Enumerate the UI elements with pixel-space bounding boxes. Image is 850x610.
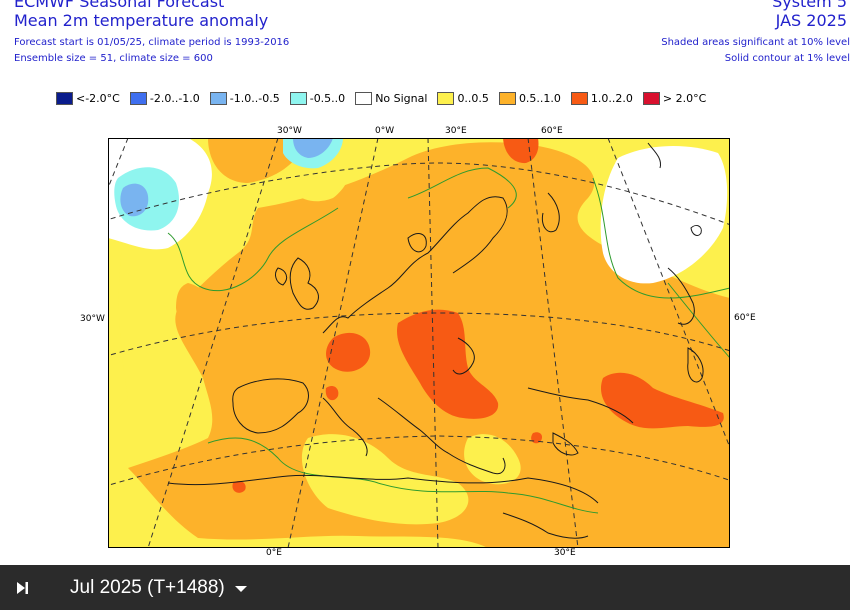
anomaly-map xyxy=(108,138,730,548)
legend-swatch xyxy=(570,92,588,105)
left-label-30w: 30°W xyxy=(80,314,105,324)
step-forward-button[interactable] xyxy=(0,565,44,610)
parameter-title: Mean 2m temperature anomaly xyxy=(14,11,269,30)
legend-item: > 2.0°C xyxy=(642,92,707,105)
anomaly-field-1.0-2.0 xyxy=(503,138,539,164)
playback-bar: Jul 2025 (T+1488) xyxy=(0,565,850,610)
anomaly-field-1.0-2.0 xyxy=(531,432,543,444)
forecast-month-label: Jul 2025 (T+1488) xyxy=(70,576,225,598)
product-title: ECMWF Seasonal Forecast xyxy=(14,0,225,11)
bottom-label-0e: 0°E xyxy=(266,548,282,558)
legend-item: 0..0.5 xyxy=(437,92,489,105)
anomaly-field-1.0-2.0 xyxy=(325,385,339,401)
ensemble-size-info: Ensemble size = 51, climate size = 600 xyxy=(14,53,213,64)
anomaly-field-neg-1.0-0.5 xyxy=(293,138,333,158)
top-label-30w: 30°W xyxy=(277,126,302,136)
anomaly-map-svg xyxy=(108,138,730,548)
system-title: System 5 xyxy=(772,0,847,11)
anomaly-field-1.0-2.0 xyxy=(232,480,246,493)
no-signal-area xyxy=(600,146,728,284)
bottom-label-30e: 30°E xyxy=(554,548,576,558)
anomaly-field-1.0-2.0 xyxy=(326,332,371,372)
color-legend: <-2.0°C -2.0..-1.0 -1.0..-0.5 -0.5..0 No… xyxy=(56,92,706,105)
right-label-60e: 60°E xyxy=(734,313,756,323)
legend-swatch xyxy=(289,92,307,105)
legend-label: -1.0..-0.5 xyxy=(229,92,280,105)
legend-swatch xyxy=(355,92,373,105)
legend-item: 1.0..2.0 xyxy=(570,92,633,105)
legend-label: No Signal xyxy=(375,92,428,105)
anomaly-field-0-0.5 xyxy=(464,434,521,485)
legend-swatch xyxy=(129,92,147,105)
legend-swatch xyxy=(642,92,660,105)
contour-significance-note: Solid contour at 1% level xyxy=(724,53,850,64)
anomaly-field-1.0-2.0 xyxy=(600,372,724,429)
legend-label: 1.0..2.0 xyxy=(590,92,633,105)
graticule xyxy=(108,138,730,548)
legend-item: -2.0..-1.0 xyxy=(129,92,200,105)
legend-item: No Signal xyxy=(355,92,427,105)
map-frame xyxy=(108,138,730,548)
legend-item: -1.0..-0.5 xyxy=(209,92,280,105)
anomaly-field-neg-1.0-0.5 xyxy=(120,183,149,217)
top-label-60e: 60°E xyxy=(541,126,563,136)
legend-label: -2.0..-1.0 xyxy=(149,92,200,105)
shading-significance-note: Shaded areas significant at 10% level xyxy=(661,37,850,48)
forecast-month-dropdown[interactable]: Jul 2025 (T+1488) xyxy=(70,577,247,599)
anomaly-field-0.5-1.0 xyxy=(176,283,212,332)
legend-label: <-2.0°C xyxy=(76,92,120,105)
legend-item: <-2.0°C xyxy=(56,92,120,105)
top-label-0w: 0°W xyxy=(375,126,395,136)
top-label-30e: 30°E xyxy=(445,126,467,136)
chevron-down-icon xyxy=(234,585,247,592)
legend-label: 0.5..1.0 xyxy=(518,92,561,105)
skip-next-icon xyxy=(17,581,28,594)
significance-contour xyxy=(167,167,730,514)
coastlines xyxy=(167,142,704,539)
legend-label: -0.5..0 xyxy=(309,92,346,105)
legend-label: > 2.0°C xyxy=(662,92,707,105)
legend-label: 0..0.5 xyxy=(457,92,489,105)
forecast-start-info: Forecast start is 01/05/25, climate peri… xyxy=(14,37,290,48)
legend-swatch xyxy=(498,92,516,105)
anomaly-field-1.0-2.0 xyxy=(397,309,499,419)
legend-item: 0.5..1.0 xyxy=(498,92,561,105)
legend-swatch xyxy=(56,92,73,105)
season-title: JAS 2025 xyxy=(775,11,847,30)
legend-swatch xyxy=(209,92,227,105)
legend-swatch xyxy=(437,92,455,105)
legend-item: -0.5..0 xyxy=(289,92,346,105)
